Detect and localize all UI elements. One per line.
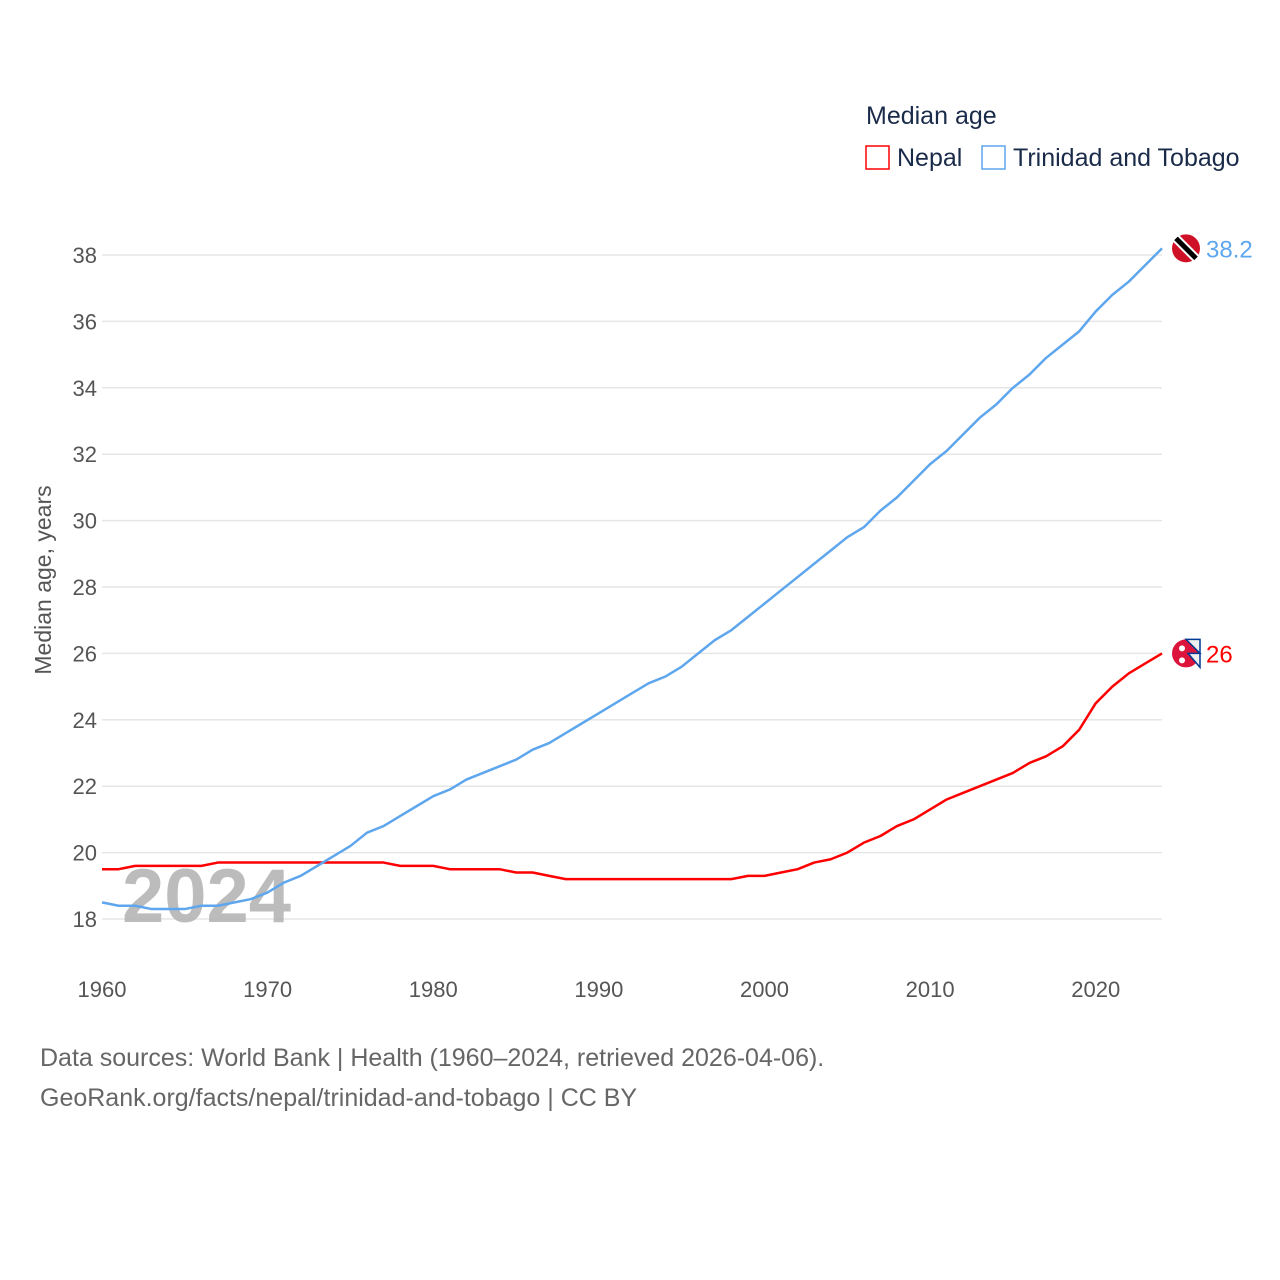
legend-title: Median age <box>866 102 997 130</box>
end-value-label: 26 <box>1206 641 1233 668</box>
x-axis-ticks: 1960 1970 1980 1990 2000 2010 2020 <box>78 977 1121 1002</box>
data-source-text: Data sources: World Bank | Health (1960–… <box>40 1044 825 1072</box>
trinidad-flag-icon <box>1172 234 1200 263</box>
year-watermark: 2024 <box>122 854 291 939</box>
x-tick-label: 1980 <box>409 977 458 1002</box>
legend-swatch <box>981 145 1006 170</box>
y-axis-label: Median age, years <box>30 485 56 674</box>
series-line-nepal <box>102 652 1163 881</box>
series-end-markers: 26 38.2 <box>1172 234 1253 670</box>
x-tick-label: 1990 <box>574 977 623 1002</box>
y-tick-label: 36 <box>73 309 97 334</box>
x-tick-label: 2000 <box>740 977 789 1002</box>
y-tick-label: 30 <box>73 509 97 534</box>
legend-swatch <box>865 145 890 170</box>
legend-label: Trinidad and Tobago <box>1013 144 1240 172</box>
legend: Nepal Trinidad and Tobago <box>865 144 1240 172</box>
y-tick-label: 26 <box>73 641 97 666</box>
y-tick-label: 22 <box>73 774 97 799</box>
flag-sun <box>1179 657 1185 664</box>
y-tick-label: 24 <box>73 708 97 733</box>
y-tick-label: 28 <box>73 575 97 600</box>
series-lines <box>101 247 1163 911</box>
y-tick-label: 20 <box>73 841 97 866</box>
x-tick-label: 1970 <box>243 977 292 1002</box>
flag-stripe-black <box>1174 236 1198 261</box>
legend-label: Nepal <box>897 144 962 172</box>
nepal-flag-icon <box>1172 638 1202 670</box>
gridlines <box>102 254 1162 920</box>
x-tick-label: 2020 <box>1071 977 1120 1002</box>
x-tick-label: 2010 <box>906 977 955 1002</box>
y-tick-label: 38 <box>73 243 97 268</box>
y-tick-label: 34 <box>73 376 97 401</box>
y-tick-label: 32 <box>73 442 97 467</box>
y-tick-label: 18 <box>73 907 97 932</box>
end-value-label: 38.2 <box>1206 236 1253 263</box>
attribution-link[interactable]: GeoRank.org/facts/nepal/trinidad-and-tob… <box>40 1084 638 1112</box>
flag-notch <box>1184 638 1202 670</box>
y-axis-ticks: 18 20 22 24 26 28 30 32 34 36 38 <box>73 243 97 932</box>
series-line-trinidad-and-tobago <box>101 247 1163 911</box>
x-tick-label: 1960 <box>78 977 127 1002</box>
flag-moon <box>1179 645 1185 652</box>
